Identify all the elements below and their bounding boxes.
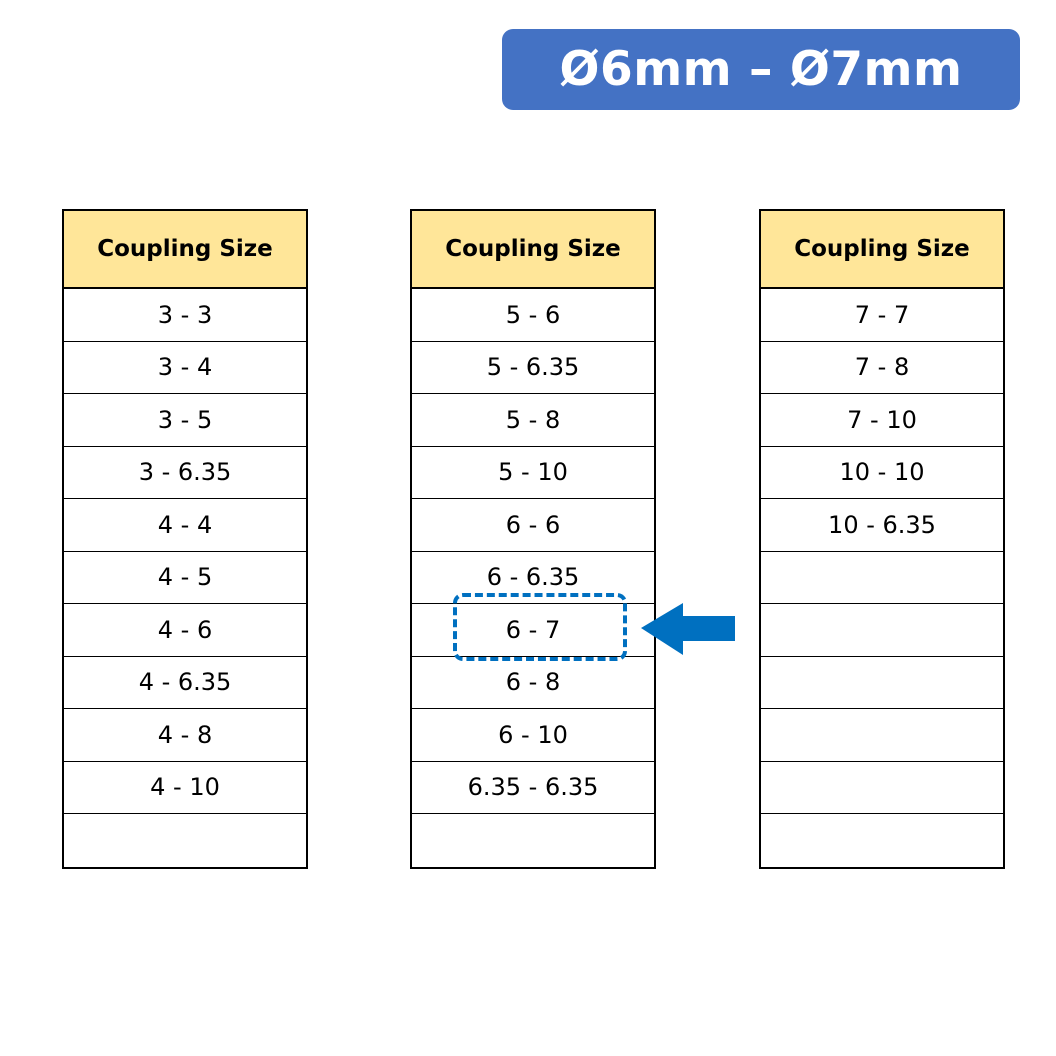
table-row: 10 - 6.35 (761, 499, 1003, 552)
table-row (761, 762, 1003, 814)
table-row: 6 - 10 (412, 709, 654, 762)
table-row: 6.35 - 6.35 (412, 762, 654, 814)
table-row (412, 814, 654, 867)
table-row (761, 814, 1003, 867)
table-row: 6 - 8 (412, 657, 654, 709)
table-row: 7 - 8 (761, 342, 1003, 394)
table-row (64, 814, 306, 867)
table-row: 5 - 6.35 (412, 342, 654, 394)
table-row: 6 - 6 (412, 499, 654, 552)
table-row: 6 - 6.35 (412, 552, 654, 604)
table-row: 10 - 10 (761, 447, 1003, 499)
size-range-banner: Ø6mm – Ø7mm (502, 29, 1020, 110)
table-row: 6 - 7 (412, 604, 654, 657)
table-row: 4 - 8 (64, 709, 306, 762)
table-row: 4 - 6 (64, 604, 306, 657)
table-row: 3 - 5 (64, 394, 306, 447)
table-row: 4 - 5 (64, 552, 306, 604)
column-header: Coupling Size (412, 211, 654, 289)
table-row: 5 - 6 (412, 289, 654, 342)
table-row: 7 - 7 (761, 289, 1003, 342)
table-row (761, 604, 1003, 657)
column-header: Coupling Size (64, 211, 306, 289)
arrow-left-icon (641, 603, 735, 655)
table-row: 3 - 6.35 (64, 447, 306, 499)
highlight-box (453, 593, 627, 661)
table-row: 5 - 10 (412, 447, 654, 499)
table-row: 3 - 4 (64, 342, 306, 394)
column-header: Coupling Size (761, 211, 1003, 289)
table-row: 3 - 3 (64, 289, 306, 342)
table-row: 4 - 6.35 (64, 657, 306, 709)
table-row: 4 - 10 (64, 762, 306, 814)
table-row (761, 709, 1003, 762)
table-row (761, 552, 1003, 604)
table-row: 5 - 8 (412, 394, 654, 447)
table-row: 7 - 10 (761, 394, 1003, 447)
table-row: 4 - 4 (64, 499, 306, 552)
table-row (761, 657, 1003, 709)
